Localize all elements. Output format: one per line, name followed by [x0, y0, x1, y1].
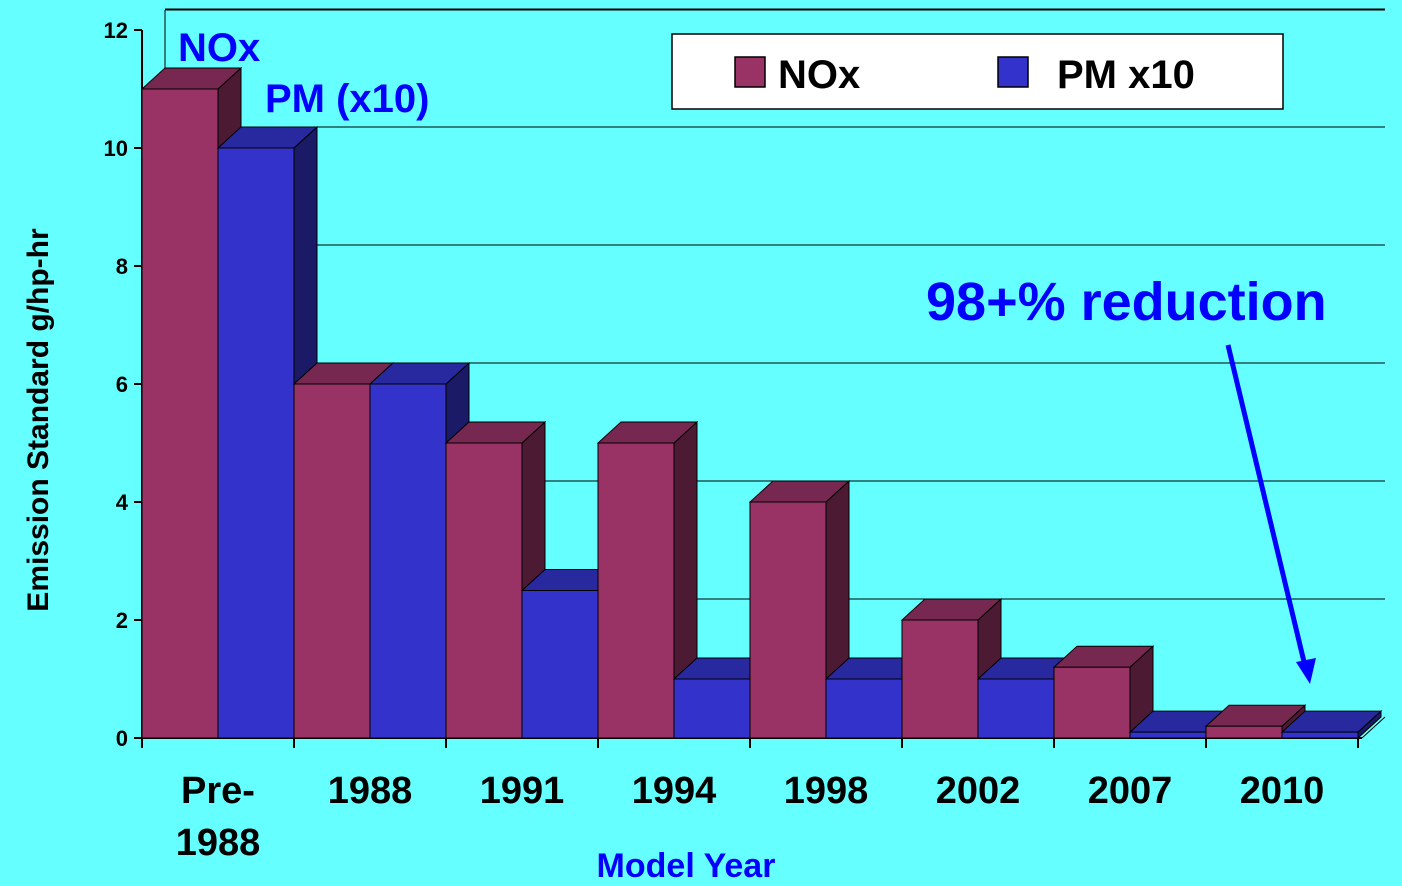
bars [140, 66, 1383, 740]
x-tick-label: 2002 [936, 770, 1021, 812]
reduction-arrow [1225, 344, 1316, 684]
legend-label-nox: NOx [778, 53, 860, 97]
bar-front [445, 442, 523, 739]
bar-pm-x10 [1280, 709, 1383, 740]
x-ticks: Pre- 1988 1988 1991 1994 1998 2002 2007 2010 [141, 738, 1359, 864]
bar-front [369, 383, 447, 739]
x-tick-label: 1998 [784, 770, 869, 812]
y-tick-label: 12 [104, 18, 128, 43]
x-axis-title: Model Year [597, 847, 776, 885]
y-tick-label: 4 [116, 490, 129, 515]
legend-box [671, 33, 1284, 110]
x-tick-label: 1988 [328, 770, 413, 812]
bar-front [901, 619, 979, 739]
legend-swatch-pm [997, 56, 1029, 88]
bar-front [825, 678, 903, 739]
floor-right-edge [1361, 716, 1386, 739]
annotation-reduction: 98+% reduction [926, 272, 1327, 332]
x-tick-label: 2010 [1240, 770, 1325, 812]
y-tick-label: 10 [104, 136, 128, 161]
bar-front [141, 88, 219, 739]
bar-nox [596, 420, 699, 740]
bar-nox [1052, 645, 1155, 740]
bar-front [1053, 666, 1131, 739]
legend-swatch-nox [734, 56, 766, 88]
bar-front [673, 678, 751, 739]
x-tick-label: 1991 [480, 770, 565, 812]
bar-front [1129, 731, 1207, 739]
bar-front [1281, 731, 1359, 739]
x-tick-label: 2007 [1088, 770, 1173, 812]
bar-front [521, 590, 599, 739]
bar-front [977, 678, 1055, 739]
y-tick-label: 8 [116, 254, 128, 279]
bar-front [749, 501, 827, 739]
bar-front [597, 442, 675, 739]
y-ticks: 0 2 4 6 8 10 12 [104, 18, 142, 751]
bar-front [1205, 725, 1283, 739]
y-tick-label: 2 [116, 608, 128, 633]
legend: NOx PM x10 [671, 33, 1284, 110]
bar-front [293, 383, 371, 739]
bar-front [217, 147, 295, 739]
x-tick-label-line2: 1988 [176, 822, 261, 864]
annotation-nox: NOx [178, 26, 260, 70]
x-tick-label: Pre- [181, 770, 255, 812]
y-tick-label: 0 [116, 726, 128, 751]
x-tick-label: 1994 [632, 770, 717, 812]
annotation-pm: PM (x10) [265, 77, 430, 121]
legend-label-pm: PM x10 [1057, 53, 1195, 97]
y-axis-title: Emission Standard g/hp-hr [22, 228, 55, 612]
y-tick-label: 6 [116, 372, 128, 397]
